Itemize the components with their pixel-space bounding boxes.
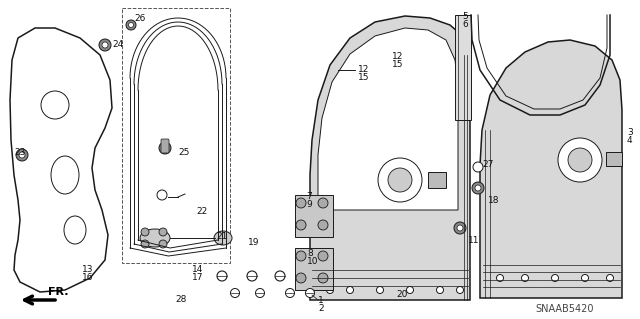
Circle shape xyxy=(19,152,25,158)
Text: 15: 15 xyxy=(392,60,403,69)
Circle shape xyxy=(475,185,481,191)
Circle shape xyxy=(376,286,383,293)
Text: 24: 24 xyxy=(112,40,124,49)
Circle shape xyxy=(558,138,602,182)
Circle shape xyxy=(159,240,167,248)
Circle shape xyxy=(255,288,264,298)
Circle shape xyxy=(326,286,333,293)
Circle shape xyxy=(552,275,559,281)
PathPatch shape xyxy=(480,40,622,298)
Text: 8: 8 xyxy=(307,249,313,258)
Circle shape xyxy=(607,275,614,281)
Bar xyxy=(428,172,446,188)
Circle shape xyxy=(157,190,167,200)
Circle shape xyxy=(318,198,328,208)
Text: 6: 6 xyxy=(462,20,468,29)
Bar xyxy=(295,195,333,237)
Ellipse shape xyxy=(64,216,86,244)
Text: 17: 17 xyxy=(192,273,204,282)
Bar xyxy=(606,152,622,166)
Text: 28: 28 xyxy=(175,295,186,304)
Circle shape xyxy=(346,286,353,293)
Circle shape xyxy=(497,275,504,281)
Text: SNAAB5420: SNAAB5420 xyxy=(536,304,595,314)
Text: 13: 13 xyxy=(82,265,93,274)
Circle shape xyxy=(99,39,111,51)
Text: 27: 27 xyxy=(482,160,493,169)
Circle shape xyxy=(159,228,167,236)
Circle shape xyxy=(568,148,592,172)
Circle shape xyxy=(582,275,589,281)
Text: 2: 2 xyxy=(318,304,324,313)
Text: 22: 22 xyxy=(196,207,207,216)
Circle shape xyxy=(159,142,171,154)
Circle shape xyxy=(230,288,239,298)
Text: 10: 10 xyxy=(307,257,319,266)
Circle shape xyxy=(406,286,413,293)
Text: 18: 18 xyxy=(488,196,499,205)
Circle shape xyxy=(305,288,314,298)
Circle shape xyxy=(473,162,483,172)
Text: 5: 5 xyxy=(462,12,468,21)
Text: 16: 16 xyxy=(82,273,93,282)
Circle shape xyxy=(456,286,463,293)
Circle shape xyxy=(296,198,306,208)
Circle shape xyxy=(318,273,328,283)
Circle shape xyxy=(457,225,463,231)
PathPatch shape xyxy=(318,28,458,210)
Circle shape xyxy=(247,271,257,281)
Ellipse shape xyxy=(51,156,79,194)
Circle shape xyxy=(275,271,285,281)
Circle shape xyxy=(318,251,328,261)
Circle shape xyxy=(454,222,466,234)
Circle shape xyxy=(472,182,484,194)
Text: FR.: FR. xyxy=(48,287,68,297)
Circle shape xyxy=(296,251,306,261)
Circle shape xyxy=(129,23,134,27)
Circle shape xyxy=(141,228,149,236)
Circle shape xyxy=(16,149,28,161)
Circle shape xyxy=(102,42,108,48)
Circle shape xyxy=(285,288,294,298)
Circle shape xyxy=(217,271,227,281)
Circle shape xyxy=(318,220,328,230)
Text: 21: 21 xyxy=(216,232,227,241)
Circle shape xyxy=(378,158,422,202)
Circle shape xyxy=(126,20,136,30)
Ellipse shape xyxy=(140,229,170,247)
Circle shape xyxy=(388,168,412,192)
Ellipse shape xyxy=(214,231,232,245)
Text: 14: 14 xyxy=(192,265,204,274)
Text: 9: 9 xyxy=(306,200,312,209)
FancyBboxPatch shape xyxy=(161,139,169,153)
Text: 11: 11 xyxy=(468,236,479,245)
Circle shape xyxy=(436,286,444,293)
Circle shape xyxy=(522,275,529,281)
Bar xyxy=(295,248,333,290)
PathPatch shape xyxy=(10,28,112,292)
Bar xyxy=(122,8,230,263)
PathPatch shape xyxy=(310,16,470,300)
Text: 1: 1 xyxy=(318,296,324,305)
Text: 15: 15 xyxy=(358,73,369,82)
Circle shape xyxy=(296,273,306,283)
Text: 4: 4 xyxy=(627,136,632,145)
Text: 26: 26 xyxy=(134,14,145,23)
Text: 25: 25 xyxy=(178,148,189,157)
Text: 20: 20 xyxy=(396,290,408,299)
Circle shape xyxy=(296,220,306,230)
Text: 7: 7 xyxy=(306,192,312,201)
Text: 3: 3 xyxy=(627,128,633,137)
Text: 19: 19 xyxy=(248,238,259,247)
Circle shape xyxy=(141,240,149,248)
Text: 12: 12 xyxy=(358,65,369,74)
Text: 23: 23 xyxy=(14,148,26,157)
Circle shape xyxy=(41,91,69,119)
Bar xyxy=(455,15,471,120)
Text: 12: 12 xyxy=(392,52,403,61)
